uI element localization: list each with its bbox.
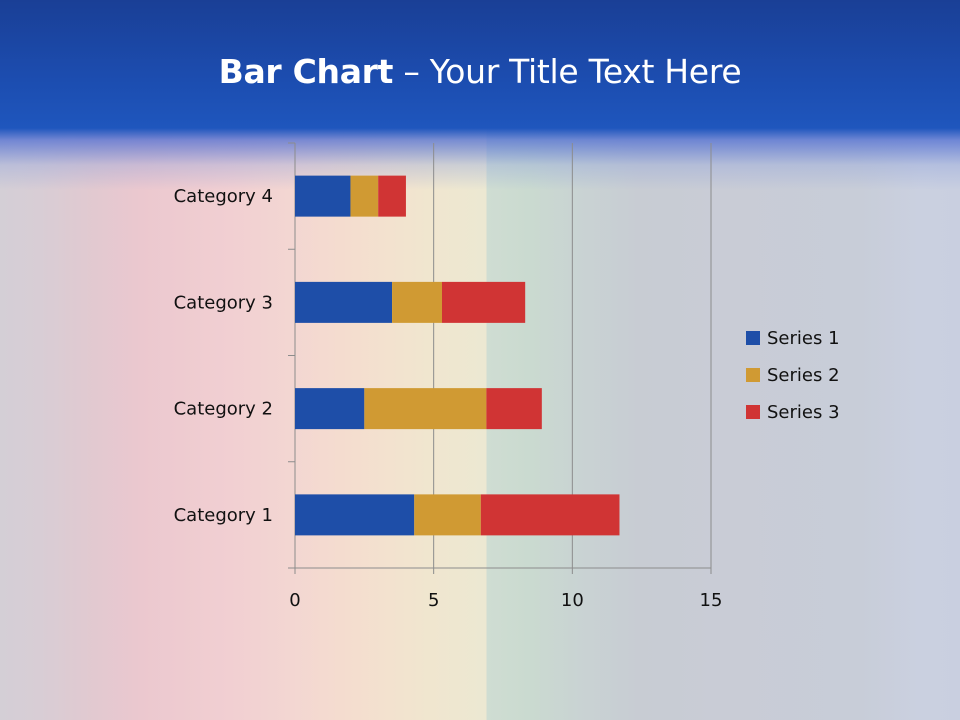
bar-series-2-category-4 (350, 175, 379, 217)
legend: Series 1 Series 2 Series 3 (746, 328, 840, 423)
bar-series-1-category-3 (295, 281, 393, 323)
legend-label: Series 2 (767, 365, 840, 386)
bar-series-3-category-4 (378, 175, 406, 217)
title-bold: Bar Chart (218, 52, 394, 91)
bars (295, 175, 620, 536)
bar-series-1-category-4 (295, 175, 351, 217)
x-tick-label: 5 (428, 590, 439, 611)
bar-series-1-category-2 (295, 388, 365, 430)
legend-label: Series 1 (767, 328, 840, 349)
legend-swatch (746, 331, 760, 345)
title-band (0, 0, 960, 190)
category-label: Category 3 (174, 292, 273, 313)
x-tick-labels: 0 5 10 15 (289, 590, 722, 611)
bar-series-2-category-1 (414, 494, 481, 536)
legend-swatch (746, 405, 760, 419)
title-separator: – (393, 52, 430, 91)
bar-series-3-category-3 (441, 281, 526, 323)
legend-label: Series 3 (767, 402, 840, 423)
x-tick-label: 10 (561, 590, 584, 611)
x-tick-label: 15 (700, 590, 723, 611)
category-labels: Category 1 Category 2 Category 3 Category 4 (174, 186, 273, 526)
bar-series-3-category-1 (480, 494, 620, 536)
legend-swatch (746, 368, 760, 382)
x-tick-label: 0 (289, 590, 300, 611)
bar-series-1-category-1 (295, 494, 415, 536)
category-label: Category 1 (174, 505, 273, 526)
bar-series-2-category-2 (364, 388, 487, 430)
category-label: Category 2 (174, 399, 273, 420)
bar-series-3-category-2 (486, 388, 542, 430)
category-label: Category 4 (174, 186, 273, 207)
title-rest: Your Title Text Here (429, 52, 742, 91)
bar-series-2-category-3 (392, 281, 442, 323)
slide-title: Bar Chart – Your Title Text Here (0, 52, 960, 91)
